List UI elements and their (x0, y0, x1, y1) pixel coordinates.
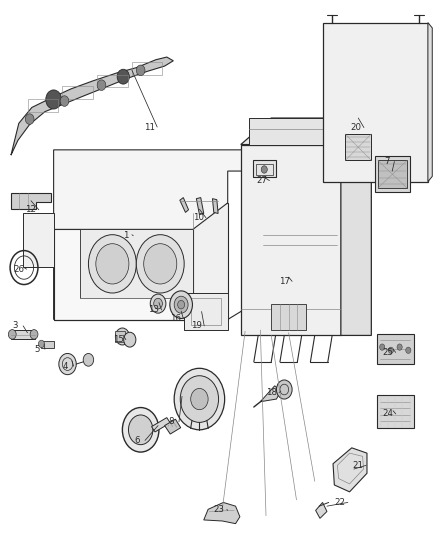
Polygon shape (316, 503, 327, 519)
Polygon shape (271, 304, 306, 330)
Text: 16: 16 (170, 314, 181, 323)
Circle shape (178, 301, 185, 309)
Text: 21: 21 (353, 461, 364, 470)
Circle shape (96, 244, 129, 284)
Circle shape (8, 329, 16, 339)
Circle shape (154, 298, 162, 309)
Text: 4: 4 (63, 362, 69, 370)
Text: 15: 15 (113, 335, 124, 344)
Polygon shape (184, 293, 228, 330)
Text: 17: 17 (279, 277, 290, 286)
Polygon shape (116, 331, 125, 342)
Circle shape (30, 329, 38, 339)
Circle shape (124, 332, 136, 347)
Polygon shape (378, 160, 407, 188)
Polygon shape (11, 57, 173, 155)
Text: 22: 22 (335, 498, 346, 507)
Text: 5: 5 (34, 345, 40, 354)
Polygon shape (341, 144, 371, 335)
Text: 24: 24 (382, 409, 393, 418)
Text: 6: 6 (134, 436, 140, 445)
Circle shape (83, 353, 94, 366)
Polygon shape (53, 150, 271, 229)
Text: 11: 11 (144, 123, 155, 132)
Circle shape (180, 376, 219, 422)
Text: 13: 13 (148, 305, 159, 314)
Text: 18: 18 (266, 388, 277, 397)
Polygon shape (53, 229, 193, 319)
Text: 27: 27 (256, 176, 267, 185)
Circle shape (59, 353, 76, 375)
Polygon shape (80, 229, 193, 298)
Text: 7: 7 (384, 157, 389, 166)
Polygon shape (253, 160, 276, 177)
Circle shape (128, 415, 153, 445)
Circle shape (117, 69, 129, 84)
Circle shape (174, 368, 225, 430)
Circle shape (46, 90, 61, 109)
Polygon shape (428, 22, 432, 182)
Polygon shape (180, 198, 188, 213)
Circle shape (191, 389, 208, 410)
Polygon shape (333, 448, 367, 492)
Circle shape (397, 344, 402, 350)
Polygon shape (53, 203, 228, 229)
Polygon shape (250, 118, 341, 144)
Polygon shape (323, 22, 428, 182)
Polygon shape (196, 198, 204, 215)
Text: 20: 20 (350, 123, 362, 132)
Polygon shape (23, 214, 53, 266)
Text: 23: 23 (213, 505, 225, 514)
Circle shape (116, 328, 129, 345)
Text: 8: 8 (168, 417, 174, 426)
Text: 1: 1 (123, 231, 128, 240)
Polygon shape (377, 395, 414, 428)
Polygon shape (11, 330, 35, 339)
Polygon shape (375, 156, 410, 192)
Circle shape (39, 340, 45, 348)
Polygon shape (193, 203, 228, 319)
Polygon shape (204, 503, 240, 523)
Text: 12: 12 (25, 205, 36, 214)
Circle shape (88, 235, 136, 293)
Circle shape (406, 347, 411, 353)
Text: 26: 26 (13, 265, 24, 273)
Circle shape (380, 344, 385, 350)
Circle shape (170, 291, 192, 318)
Polygon shape (212, 199, 218, 214)
Text: 25: 25 (382, 348, 393, 357)
Polygon shape (345, 134, 371, 160)
Circle shape (25, 114, 34, 124)
Text: 19: 19 (191, 321, 202, 330)
Circle shape (389, 347, 393, 353)
Circle shape (150, 294, 166, 313)
Circle shape (276, 380, 292, 399)
Circle shape (97, 80, 106, 91)
Polygon shape (53, 203, 88, 319)
Text: 10: 10 (193, 213, 204, 222)
Polygon shape (241, 144, 341, 335)
Polygon shape (241, 118, 371, 144)
Polygon shape (377, 334, 414, 364)
Polygon shape (165, 419, 181, 434)
Circle shape (122, 408, 159, 452)
Circle shape (261, 166, 267, 173)
Circle shape (136, 235, 184, 293)
Circle shape (144, 244, 177, 284)
Polygon shape (11, 193, 51, 209)
Circle shape (136, 65, 145, 76)
Polygon shape (152, 418, 170, 432)
Polygon shape (260, 386, 281, 402)
Circle shape (174, 296, 188, 313)
Polygon shape (41, 341, 53, 348)
Text: 3: 3 (13, 321, 18, 330)
Circle shape (60, 96, 69, 107)
